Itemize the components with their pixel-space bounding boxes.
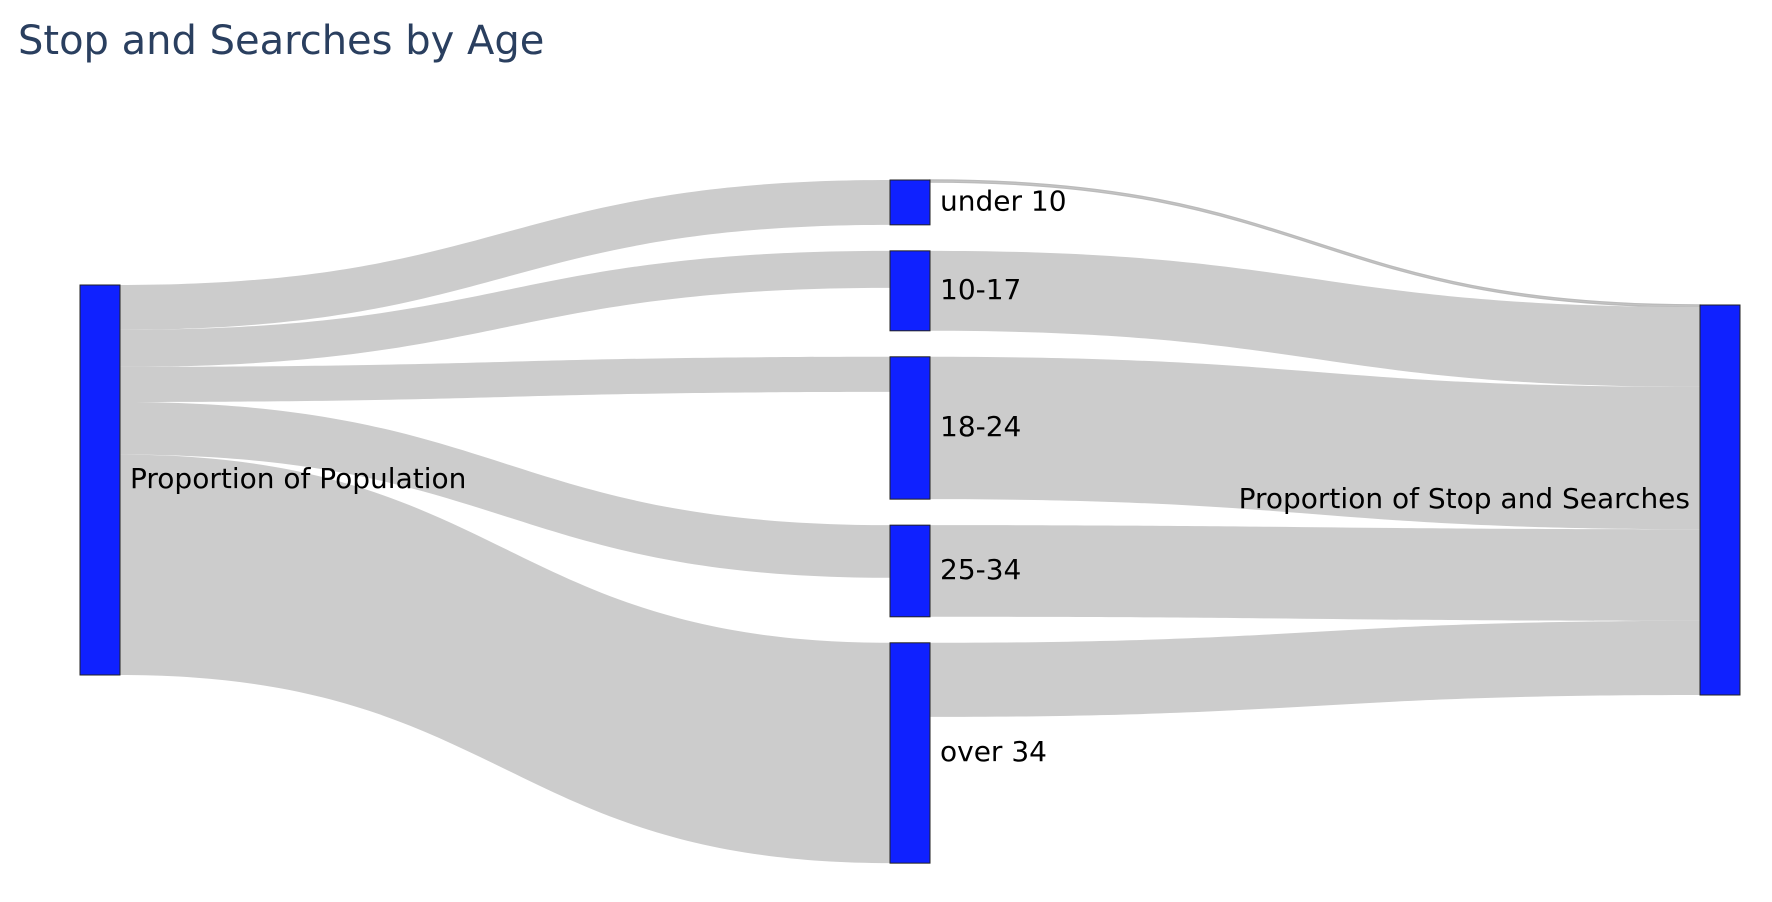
node-25-34[interactable]: [889, 524, 931, 618]
label-18-24: 18-24: [940, 410, 1021, 443]
link-population-18-24[interactable]: [120, 356, 890, 402]
node-18-24[interactable]: [889, 356, 931, 500]
node-proportion-of-stop-and-searches[interactable]: [1699, 304, 1741, 696]
node-proportion-of-population[interactable]: [79, 284, 121, 676]
link-population-over-34[interactable]: [120, 454, 890, 864]
link-stop-search-25-34[interactable]: [930, 525, 1700, 621]
label-under-10: under 10: [940, 184, 1067, 217]
node-over-34[interactable]: [889, 642, 931, 864]
node-10-17[interactable]: [889, 250, 931, 332]
sankey-labels: Proportion of Population Proportion of St…: [130, 184, 1690, 768]
link-stop-search-18-24[interactable]: [930, 356, 1700, 530]
label-25-34: 25-34: [940, 553, 1021, 586]
sankey-links: [120, 179, 1701, 864]
label-proportion-of-stop-and-searches: Proportion of Stop and Searches: [1239, 482, 1690, 515]
link-population-25-34[interactable]: [120, 402, 890, 578]
chart-title: Stop and Searches by Age: [18, 18, 545, 64]
sankey-nodes: [79, 179, 1741, 864]
label-10-17: 10-17: [940, 273, 1021, 306]
node-under-10[interactable]: [889, 179, 931, 226]
link-population-10-17[interactable]: [120, 250, 890, 367]
link-population-under-10[interactable]: [120, 180, 890, 330]
link-stop-search-over-34[interactable]: [930, 620, 1700, 717]
label-over-34: over 34: [940, 735, 1047, 768]
label-proportion-of-population: Proportion of Population: [130, 462, 466, 495]
link-stop-search-10-17[interactable]: [930, 250, 1700, 387]
